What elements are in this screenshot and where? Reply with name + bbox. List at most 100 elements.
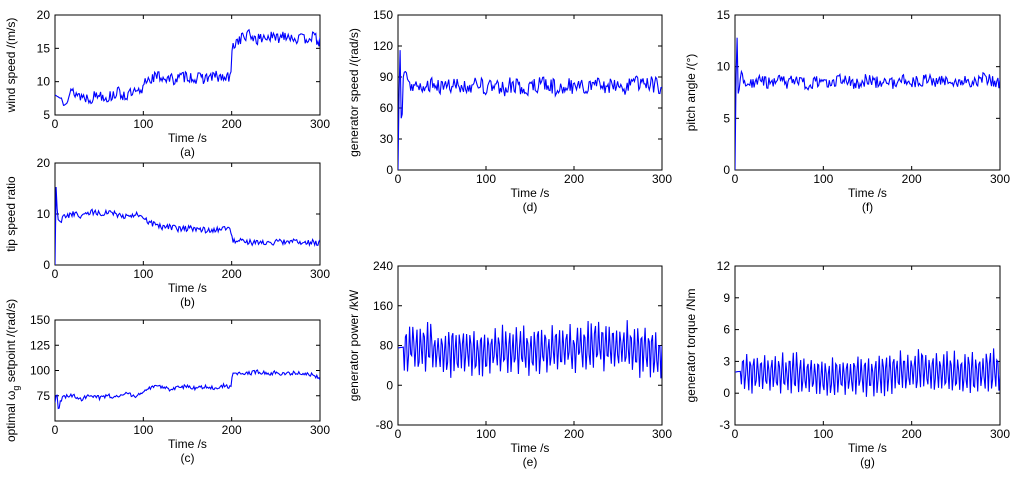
y-tick-label: 0	[386, 163, 393, 177]
x-axis-label: Time /s	[848, 186, 887, 200]
x-tick-label: 0	[732, 172, 739, 186]
x-tick-label: 0	[395, 427, 402, 441]
y-axis-label: generator torque /Nm	[684, 288, 698, 402]
plot-frame	[734, 265, 1001, 426]
plot-frame	[734, 14, 1001, 171]
y-axis-label-part: setpoint /(rad/s)	[4, 299, 18, 386]
y-axis-label: wind speed /(m/s)	[4, 18, 18, 114]
panel-caption: (a)	[180, 145, 195, 159]
y-tick-label: 75	[37, 389, 51, 403]
y-axis-label: optimal ωg setpoint /(rad/s)	[4, 299, 21, 442]
y-tick-label: 20	[37, 8, 51, 22]
y-tick-label: -3	[719, 418, 730, 432]
y-tick-label: 0	[723, 163, 730, 177]
x-tick-label: 300	[652, 172, 672, 186]
y-tick-label: 20	[37, 156, 51, 170]
plot-frame	[397, 14, 663, 171]
panel-a: 0 100 200 300 5 10 15 20 Time /s wind speed /(m/s…	[4, 8, 330, 159]
y-tick-label: 90	[380, 70, 394, 84]
y-tick-label: 120	[373, 39, 393, 53]
y-tick-label: 10	[717, 60, 731, 74]
series-line	[55, 28, 320, 106]
panel-c: 0 100 200 300 75 100 125 150 Time /s optimal ωg s…	[4, 299, 330, 465]
x-tick-label: 100	[813, 427, 833, 441]
y-tick-label: 5	[723, 111, 730, 125]
x-axis-label: Time /s	[511, 186, 550, 200]
x-tick-label: 100	[476, 172, 496, 186]
y-tick-label: 0	[723, 386, 730, 400]
x-axis-label: Time /s	[168, 437, 207, 451]
series-line	[398, 50, 662, 170]
series-line	[398, 320, 662, 379]
y-axis-label: generator power /kW	[347, 289, 361, 401]
y-tick-label: 5	[43, 108, 50, 122]
panel-caption: (b)	[180, 295, 195, 309]
x-tick-label: 300	[652, 427, 672, 441]
y-tick-label: 80	[380, 339, 394, 353]
x-tick-label: 300	[310, 267, 330, 281]
y-tick-label: 0	[386, 378, 393, 392]
series-line	[55, 369, 320, 410]
y-tick-label: 12	[717, 259, 731, 273]
y-tick-label: 240	[373, 259, 393, 273]
x-tick-label: 300	[990, 427, 1010, 441]
y-tick-label: 6	[723, 323, 730, 337]
x-tick-label: 300	[990, 172, 1010, 186]
y-axis-label: tip speed ratio	[4, 176, 18, 252]
panel-d: 0 100 200 300 0 30 60 90 120 150 Time /s generator …	[347, 8, 672, 214]
y-tick-label: 3	[723, 354, 730, 368]
x-tick-label: 100	[133, 117, 153, 131]
series-line	[735, 348, 1000, 397]
y-axis-label-part: optimal ω	[4, 391, 18, 442]
y-tick-label: 15	[37, 41, 51, 55]
panel-caption: (d)	[523, 200, 538, 214]
x-axis-label: Time /s	[511, 441, 550, 455]
x-tick-label: 100	[133, 423, 153, 437]
y-axis-label-subscript: g	[11, 386, 21, 391]
x-tick-label: 200	[902, 427, 922, 441]
x-axis-label: Time /s	[848, 441, 887, 455]
x-tick-label: 200	[222, 117, 242, 131]
x-tick-label: 200	[564, 427, 584, 441]
plot-frame	[54, 14, 321, 116]
x-tick-label: 0	[732, 427, 739, 441]
y-tick-label: -80	[376, 418, 394, 432]
y-tick-label: 150	[373, 8, 393, 22]
x-tick-label: 200	[564, 172, 584, 186]
y-tick-label: 10	[37, 207, 51, 221]
panel-caption: (g)	[860, 455, 875, 469]
x-tick-label: 200	[222, 423, 242, 437]
y-tick-label: 160	[373, 299, 393, 313]
panel-caption: (c)	[181, 451, 195, 465]
series-line	[55, 186, 320, 265]
y-tick-label: 60	[380, 101, 394, 115]
y-tick-label: 125	[30, 338, 50, 352]
panel-caption: (e)	[523, 455, 538, 469]
y-tick-label: 100	[30, 364, 50, 378]
x-axis-label: Time /s	[168, 281, 207, 295]
y-tick-label: 150	[30, 313, 50, 327]
x-tick-label: 300	[310, 117, 330, 131]
panel-b: 0 100 200 300 0 10 20 Time /s tip speed ratio (b)	[4, 156, 330, 309]
y-tick-label: 9	[723, 291, 730, 305]
y-tick-label: 30	[380, 132, 394, 146]
y-tick-label: 10	[37, 75, 51, 89]
panel-f: 0 100 200 300 0 5 10 15 Time /s pitch angle /(°) (…	[684, 8, 1010, 214]
x-tick-label: 100	[813, 172, 833, 186]
x-tick-label: 300	[310, 423, 330, 437]
plot-frame	[54, 162, 321, 266]
y-tick-label: 15	[717, 8, 731, 22]
x-tick-label: 100	[133, 267, 153, 281]
x-tick-label: 0	[52, 117, 59, 131]
x-tick-label: 200	[222, 267, 242, 281]
x-tick-label: 100	[476, 427, 496, 441]
x-tick-label: 0	[52, 423, 59, 437]
x-tick-label: 0	[52, 267, 59, 281]
x-tick-label: 200	[902, 172, 922, 186]
x-axis-label: Time /s	[168, 131, 207, 145]
plot-frame	[54, 319, 321, 422]
y-axis-label: pitch angle /(°)	[684, 54, 698, 132]
